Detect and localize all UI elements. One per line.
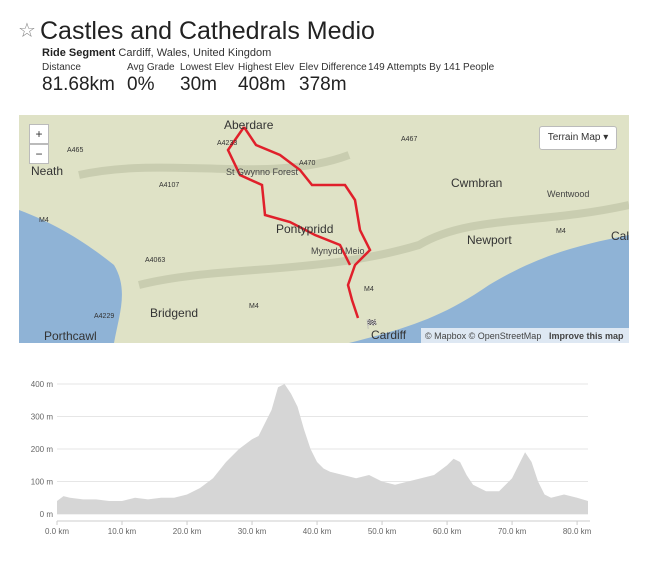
map-label: Aberdare bbox=[224, 118, 274, 132]
segment-type: Ride Segment bbox=[42, 47, 116, 59]
x-tick-label: 30.0 km bbox=[238, 527, 267, 536]
stat-value: 30m bbox=[180, 74, 217, 95]
stat-label: Elev Difference bbox=[299, 62, 367, 73]
map-label: Mynydd Meio bbox=[311, 246, 365, 256]
elevation-area bbox=[57, 384, 588, 514]
route bbox=[226, 126, 352, 266]
map-label: Porthcawl bbox=[44, 329, 97, 343]
x-tick-label: 50.0 km bbox=[368, 527, 397, 536]
map-label: A4233 bbox=[217, 140, 237, 147]
stat-label: Avg Grade bbox=[127, 62, 175, 73]
finish-flag: 🏁 bbox=[366, 318, 377, 329]
map-label: A4107 bbox=[159, 182, 179, 189]
y-tick-label: 200 m bbox=[31, 445, 54, 454]
zoom-out[interactable]: − bbox=[29, 144, 49, 164]
map-label: Cwmbran bbox=[451, 176, 502, 190]
map-label: M4 bbox=[39, 217, 49, 224]
y-tick-label: 300 m bbox=[31, 413, 54, 422]
elevation-chart: 0 m 100 m 200 m 300 m 400 m 0.0 km 10.0 km 20.0… bbox=[31, 380, 592, 536]
map-label: Pontypridd bbox=[276, 222, 333, 236]
map-label: Calc bbox=[611, 229, 629, 243]
x-tick-label: 60.0 km bbox=[433, 527, 462, 536]
sea bbox=[19, 210, 122, 343]
y-tick-label: 400 m bbox=[31, 380, 54, 389]
y-tick-label: 100 m bbox=[31, 478, 54, 487]
zoom-in[interactable]: + bbox=[29, 124, 49, 144]
map-label: M4 bbox=[364, 286, 374, 293]
x-tick-label: 20.0 km bbox=[173, 527, 202, 536]
stat-label: Distance bbox=[42, 62, 81, 73]
map-label: A465 bbox=[67, 147, 83, 154]
segment-location: Cardiff, Wales, United Kingdom bbox=[118, 47, 272, 59]
stat-label: Lowest Elev bbox=[180, 62, 234, 73]
map-label: St Gwynno Forest bbox=[226, 167, 299, 177]
valleys bbox=[78, 151, 629, 289]
map-label: A4229 bbox=[94, 313, 114, 320]
route bbox=[242, 126, 372, 319]
map-label: Bridgend bbox=[150, 306, 198, 320]
y-tick-label: 0 m bbox=[40, 510, 54, 519]
map[interactable]: Aberdare A4233 A470 A467 Neath A465 A4107 St Gw… bbox=[19, 115, 629, 343]
map-label: Newport bbox=[467, 233, 512, 247]
improve-link[interactable]: Improve this map bbox=[549, 331, 624, 341]
map-type-button[interactable]: Terrain Map ▾ bbox=[539, 126, 617, 150]
stat-label: Highest Elev bbox=[238, 62, 295, 73]
map-label: A4063 bbox=[145, 257, 165, 264]
x-tick-label: 40.0 km bbox=[303, 527, 332, 536]
map-label: M4 bbox=[249, 303, 259, 310]
map-label: Neath bbox=[31, 164, 63, 178]
segment-subtitle: Ride Segment Cardiff, Wales, United King… bbox=[42, 47, 271, 59]
map-canvas: Aberdare A4233 A470 A467 Neath A465 A4107 St Gw… bbox=[19, 115, 629, 343]
segment-title: Castles and Cathedrals Medio bbox=[40, 17, 375, 45]
stat-value: 0% bbox=[127, 74, 155, 95]
x-tick-label: 0.0 km bbox=[45, 527, 69, 536]
map-label: Cardiff bbox=[371, 328, 407, 342]
stat-value: 81.68km bbox=[42, 74, 115, 95]
attribution-bg bbox=[421, 328, 629, 343]
map-label: M4 bbox=[556, 228, 566, 235]
x-tick-label: 10.0 km bbox=[108, 527, 137, 536]
map-label: A467 bbox=[401, 136, 417, 143]
x-tick-label: 80.0 km bbox=[563, 527, 592, 536]
star-button[interactable]: ☆ bbox=[18, 20, 36, 42]
stat-value: 408m bbox=[238, 74, 286, 95]
map-label: A470 bbox=[299, 160, 315, 167]
attribution: © Mapbox © OpenStreetMap bbox=[425, 331, 541, 341]
map-type: Terrain Map bbox=[547, 132, 601, 143]
x-tick-label: 70.0 km bbox=[498, 527, 527, 536]
attempts[interactable]: 149 Attempts By 141 People bbox=[368, 62, 495, 73]
map-labels: Aberdare A4233 A470 A467 Neath A465 A4107 St Gw… bbox=[31, 118, 629, 343]
estuary bbox=[349, 235, 629, 343]
map-label: Wentwood bbox=[547, 189, 589, 199]
stat-value: 378m bbox=[299, 74, 347, 95]
